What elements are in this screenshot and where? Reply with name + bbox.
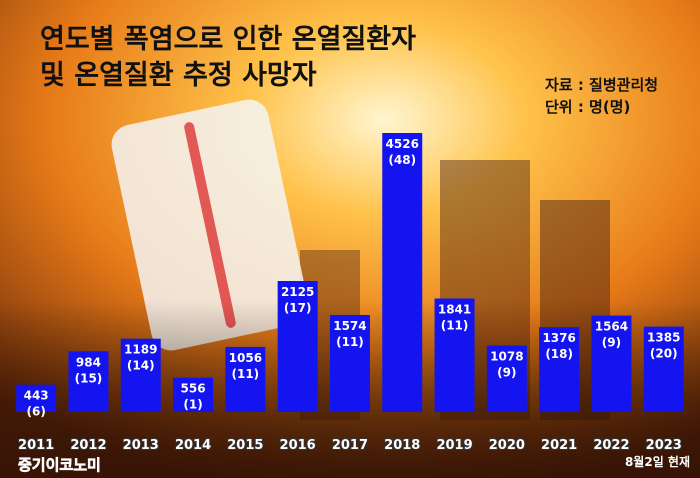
x-tick-label: 2022 [593, 438, 629, 453]
x-tick-label: 2021 [541, 438, 577, 453]
x-tick-label: 2023 [646, 438, 682, 453]
bar [434, 298, 475, 412]
death-label: (1) [183, 398, 202, 412]
x-tick-label: 2017 [332, 438, 368, 453]
unit: 단위 : 명(명) [545, 98, 630, 116]
value-label: 443 [24, 389, 49, 403]
value-label: 1189 [124, 343, 157, 357]
death-label: (14) [127, 359, 155, 373]
bar [539, 327, 580, 412]
death-label: (17) [284, 301, 312, 315]
death-label: (20) [650, 347, 678, 361]
x-tick-label: 2011 [18, 438, 54, 453]
bar [277, 281, 318, 412]
value-label: 2125 [281, 285, 314, 299]
x-tick-label: 2015 [227, 438, 263, 453]
death-label: (48) [388, 153, 416, 167]
bar [225, 346, 266, 412]
title-line: 및 온열질환 추정 사망자 [40, 60, 317, 91]
x-tick-label: 2020 [489, 438, 525, 453]
x-tick-label: 2016 [280, 438, 316, 453]
bar [173, 377, 214, 412]
death-label: (11) [441, 319, 469, 333]
bar [16, 384, 57, 412]
death-label: (11) [336, 335, 364, 349]
bar [486, 345, 527, 412]
bar [643, 326, 684, 412]
x-tick-label: 2014 [175, 438, 211, 453]
value-label: 1841 [438, 303, 471, 317]
bar [329, 314, 370, 412]
death-label: (9) [602, 336, 621, 350]
value-label: 1056 [229, 351, 262, 365]
value-label: 1078 [490, 350, 523, 364]
death-label: (6) [26, 405, 45, 419]
thermometer-tube [184, 122, 236, 328]
value-label: 4526 [386, 137, 419, 151]
logo: 중기이코노미 [18, 456, 101, 474]
bar [120, 338, 161, 412]
x-tick-label: 2013 [123, 438, 159, 453]
value-label: 1574 [333, 319, 366, 333]
source: 자료 : 질병관리청 [545, 76, 658, 94]
x-tick-label: 2019 [436, 438, 472, 453]
bar [591, 315, 632, 412]
death-label: (18) [545, 347, 573, 361]
death-label: (15) [75, 371, 103, 385]
bar [382, 133, 423, 412]
death-label: (9) [497, 366, 516, 380]
value-label: 1564 [595, 320, 628, 334]
title-line: 연도별 폭염으로 인한 온열질환자 [40, 24, 416, 55]
note: 8월2일 현재 [625, 454, 690, 469]
value-label: 984 [76, 355, 101, 369]
value-label: 1385 [647, 331, 680, 345]
value-label: 1376 [542, 331, 575, 345]
value-label: 556 [181, 382, 206, 396]
x-tick-label: 2012 [70, 438, 106, 453]
x-tick-label: 2018 [384, 438, 420, 453]
death-label: (11) [232, 367, 260, 381]
bar [68, 351, 109, 412]
